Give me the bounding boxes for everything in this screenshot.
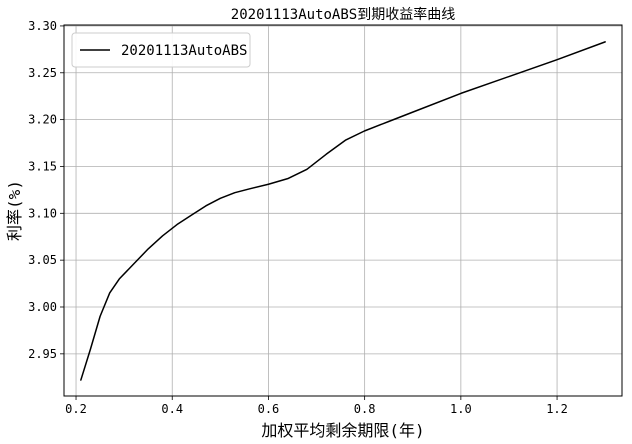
plot-frame <box>63 24 623 397</box>
tick-layer: 0.2 0.4 0.6 0.8 1.0 1.2 2.95 3.00 3.05 3.10 3.15 3.… <box>28 19 568 416</box>
x-tick-label: 0.6 <box>258 402 280 416</box>
x-tick-label: 1.0 <box>450 402 472 416</box>
grid-layer <box>64 25 622 396</box>
x-axis-label: 加权平均剩余期限(年) <box>261 421 424 440</box>
series-line <box>80 41 606 381</box>
y-axis-label: 利率(%) <box>5 180 24 241</box>
y-tick-label: 3.30 <box>28 19 57 33</box>
y-tick-label: 3.25 <box>28 66 57 80</box>
y-tick-label: 3.00 <box>28 300 57 314</box>
y-tick-label: 2.95 <box>28 347 57 361</box>
x-tick-label: 0.4 <box>161 402 183 416</box>
y-tick-label: 3.20 <box>28 113 57 127</box>
y-tick-label: 3.10 <box>28 206 57 220</box>
y-tick-label: 3.05 <box>28 253 57 267</box>
y-tick-label: 3.15 <box>28 159 57 173</box>
legend: 20201113AutoABS <box>71 32 251 68</box>
legend-box <box>71 32 251 68</box>
legend-series-label: 20201113AutoABS <box>121 43 247 59</box>
chart-title: 20201113AutoABS到期收益率曲线 <box>231 6 455 23</box>
x-tick-label: 1.2 <box>546 402 568 416</box>
x-tick-label: 0.2 <box>65 402 87 416</box>
x-tick-label: 0.8 <box>354 402 376 416</box>
series-layer <box>80 41 606 381</box>
